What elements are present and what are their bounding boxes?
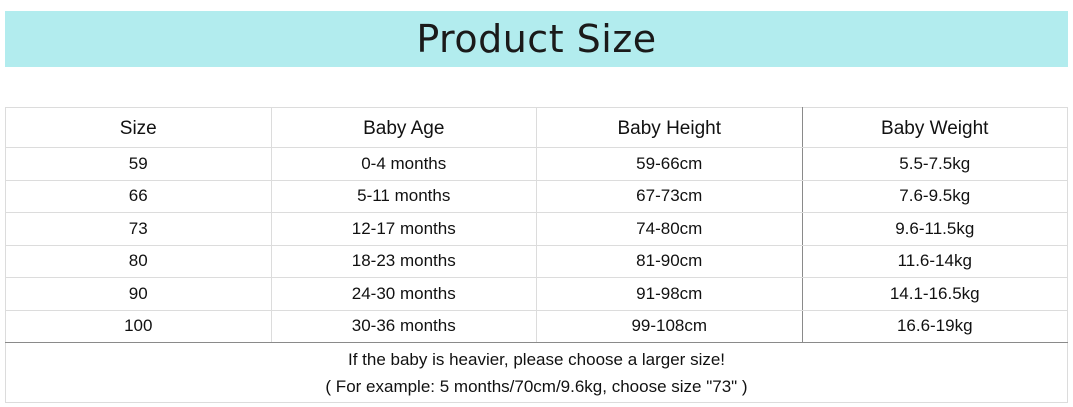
column-header: Baby Weight [801,107,1068,148]
table-header-row: Size Baby Age Baby Height Baby Weight [5,107,1068,148]
title-banner: Product Size [5,11,1068,67]
column-header: Baby Height [536,107,803,148]
note-line-2: ( For example: 5 months/70cm/9.6kg, choo… [325,376,748,396]
table-cell: 9.6-11.5kg [801,212,1068,246]
table-row: 66 5-11 months 67-73cm 7.6-9.5kg [5,179,1068,213]
table-row: 100 30-36 months 99-108cm 16.6-19kg [5,309,1068,343]
table-cell: 7.6-9.5kg [801,179,1068,213]
table-cell: 5-11 months [270,179,537,213]
page-title: Product Size [416,17,657,61]
table-cell: 30-36 months [270,309,537,343]
table-cell: 11.6-14kg [801,244,1068,278]
table-cell: 5.5-7.5kg [801,147,1068,181]
table-row: 73 12-17 months 74-80cm 9.6-11.5kg [5,212,1068,246]
note-line-1: If the baby is heavier, please choose a … [347,349,726,369]
table-row: 59 0-4 months 59-66cm 5.5-7.5kg [5,147,1068,181]
table-cell: 74-80cm [536,212,803,246]
table-cell: 80 [5,244,272,278]
table-cell: 90 [5,277,272,311]
size-note: If the baby is heavier, please choose a … [5,342,1068,403]
table-cell: 66 [5,179,272,213]
table-cell: 24-30 months [270,277,537,311]
table-cell: 73 [5,212,272,246]
table-cell: 81-90cm [536,244,803,278]
table-cell: 100 [5,309,272,343]
table-cell: 18-23 months [270,244,537,278]
table-cell: 99-108cm [536,309,803,343]
size-table: Size Baby Age Baby Height Baby Weight 59 0-4… [5,107,1068,403]
table-cell: 12-17 months [270,212,537,246]
table-cell: 0-4 months [270,147,537,181]
column-header: Size [5,107,272,148]
table-cell: 59 [5,147,272,181]
table-row: 80 18-23 months 81-90cm 11.6-14kg [5,244,1068,278]
note-row: If the baby is heavier, please choose a … [5,342,1068,403]
table-cell: 16.6-19kg [801,309,1068,343]
table-cell: 91-98cm [536,277,803,311]
column-header: Baby Age [270,107,537,148]
table-cell: 14.1-16.5kg [801,277,1068,311]
table-row: 90 24-30 months 91-98cm 14.1-16.5kg [5,277,1068,311]
table-cell: 59-66cm [536,147,803,181]
table-cell: 67-73cm [536,179,803,213]
